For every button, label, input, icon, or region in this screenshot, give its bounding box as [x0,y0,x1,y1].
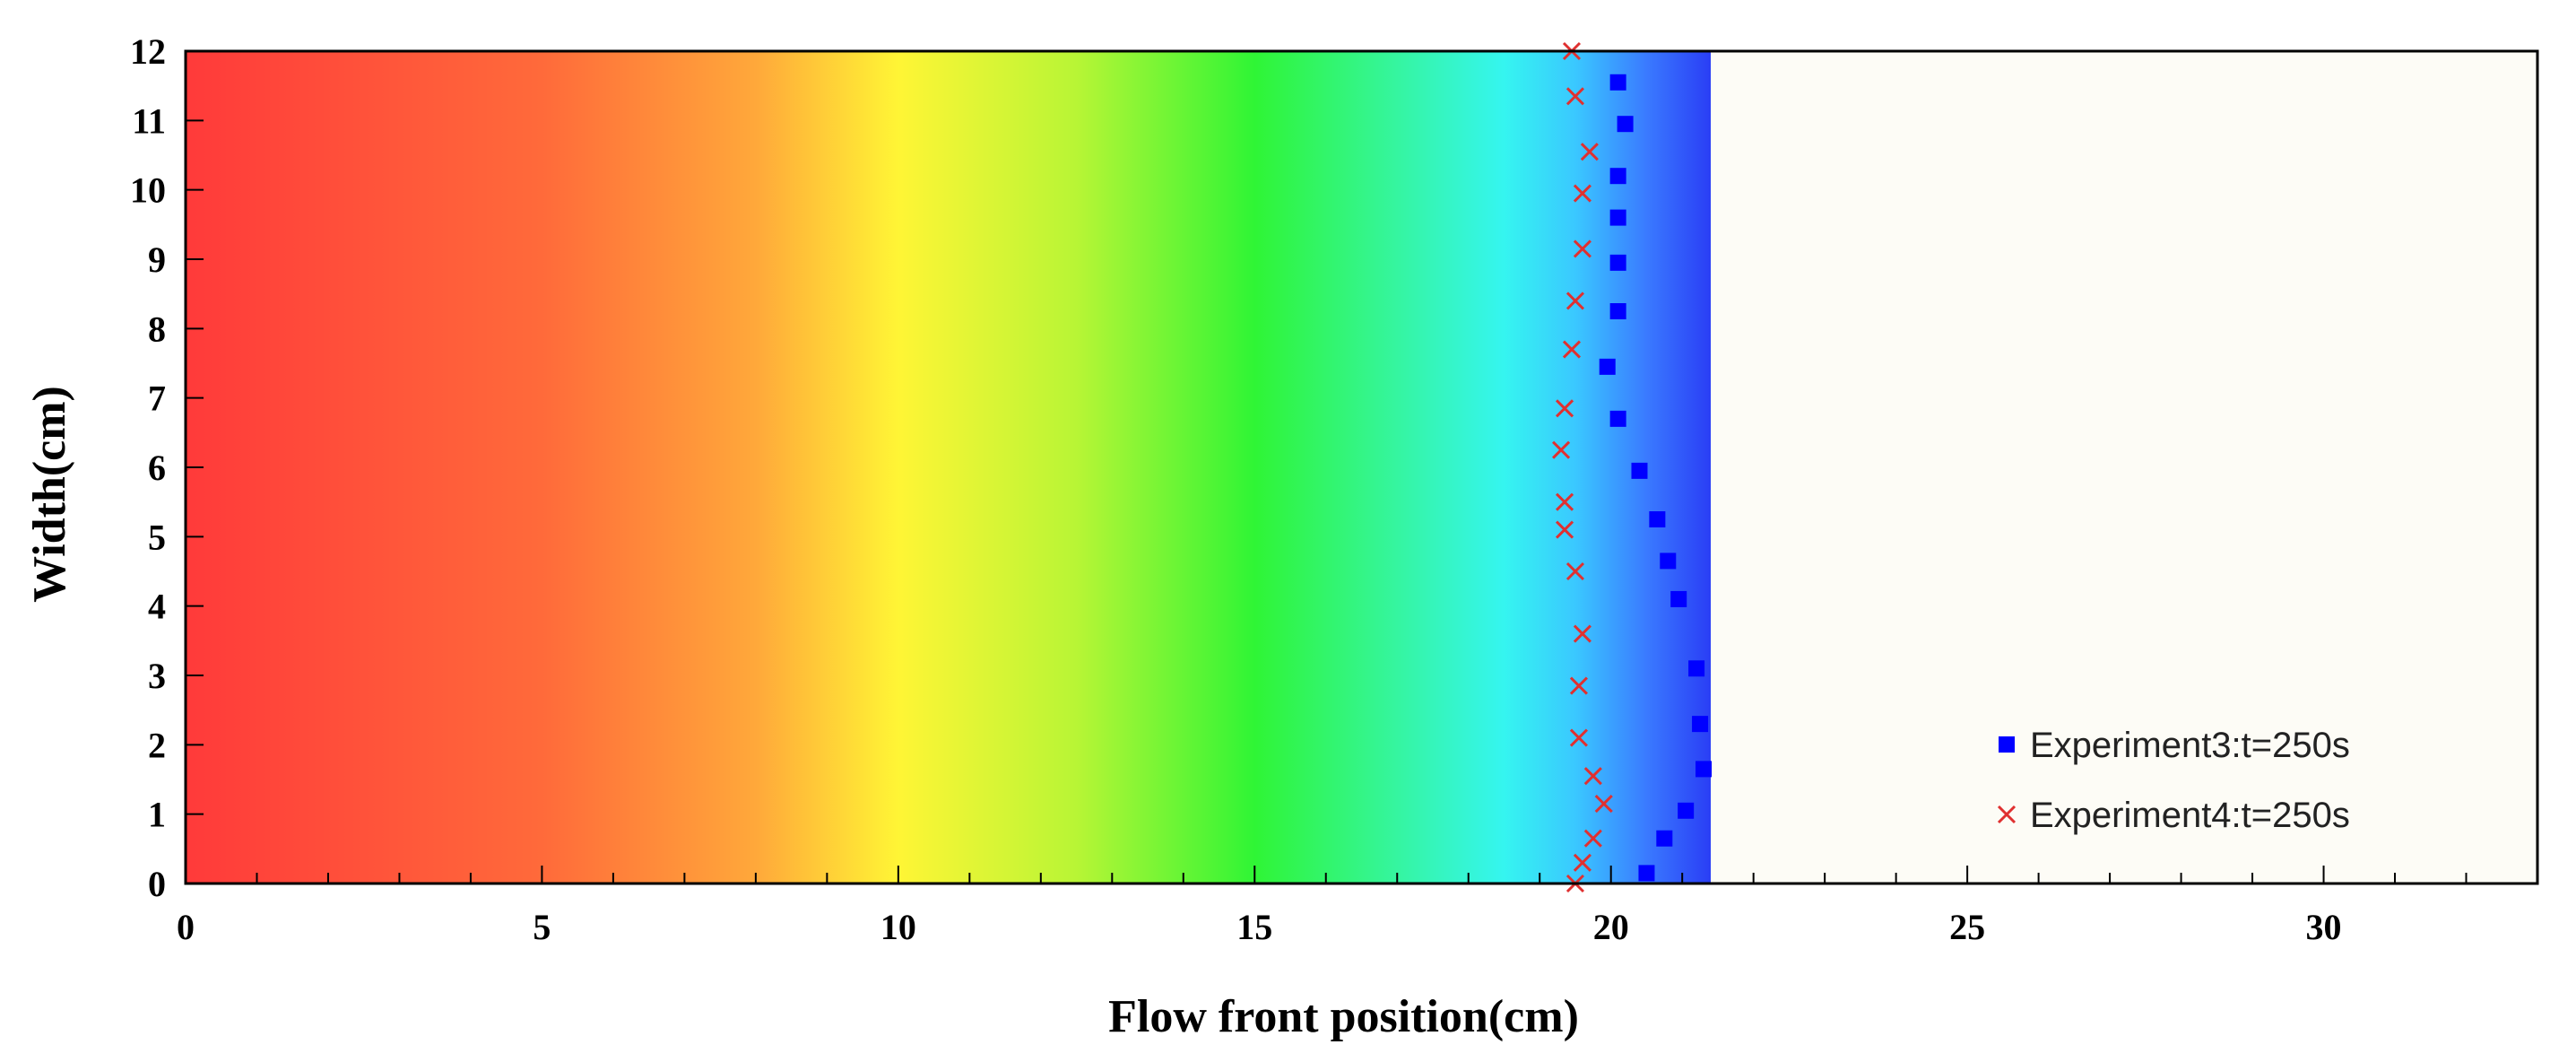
experiment4-point [1566,561,1585,581]
experiment3-point [1678,802,1695,819]
y-tick-label: 9 [148,239,166,280]
x-tick-label: 0 [177,907,195,947]
experiment4-point [1555,399,1574,418]
experiment4-point [1594,795,1613,814]
y-tick-label: 4 [148,587,166,627]
experiment4-point [1569,676,1588,695]
experiment3-point [1688,660,1705,677]
y-tick-label: 7 [148,379,166,419]
experiment3-point [1609,410,1626,427]
experiment4-point [1573,853,1592,872]
experiment4-point [1555,520,1574,539]
x-tick-label: 5 [533,907,551,947]
y-tick-label: 5 [148,517,166,557]
legend-x-marker [1997,805,2017,824]
experiment3-point [1656,830,1673,847]
experiment3-point [1609,254,1626,271]
experiment3-point [1609,168,1626,185]
data-marks [1551,41,1713,893]
y-tick-label: 8 [148,309,166,349]
x-tick-label: 20 [1593,907,1629,947]
experiment4-point [1566,292,1585,310]
experiment3-point [1692,716,1709,733]
experiment4-point [1569,728,1588,747]
legend-label: Experiment4:t=250s [2030,796,2350,835]
experiment3-point [1599,358,1616,375]
experiment4-point [1583,829,1602,848]
experiment4-point [1562,340,1582,359]
experiment4-point [1555,492,1574,511]
y-tick-label: 3 [148,656,166,696]
experiment3-point [1649,511,1666,527]
resin-fill-region [186,51,1711,884]
experiment4-point [1583,767,1602,786]
legend-label: Experiment3:t=250s [2030,726,2350,765]
legend-item: Experiment3:t=250s [1999,726,2350,765]
experiment4-point [1573,239,1592,258]
legend-square-marker [1999,736,2015,753]
experiment4-point [1566,87,1585,106]
y-axis-title: Width(cm) [24,386,75,603]
experiment3-point [1696,761,1713,778]
y-tick-label: 11 [132,100,166,141]
y-tick-label: 2 [148,725,166,765]
y-tick-label: 6 [148,448,166,488]
experiment3-point [1631,462,1648,479]
y-tick-label: 10 [130,170,166,211]
experiment3-point [1638,865,1655,882]
y-tick-label: 0 [148,864,166,904]
experiment3-point [1609,74,1626,91]
experiment3-point [1617,116,1634,133]
x-tick-label: 15 [1236,907,1272,947]
legend-item: Experiment4:t=250s [1997,796,2350,835]
x-tick-label: 25 [1949,907,1985,947]
experiment3-point [1670,590,1687,607]
x-tick-label: 10 [880,907,916,947]
chart-legend: Experiment3:t=250s Experiment4:t=250s [1997,726,2350,835]
experiment3-point [1609,303,1626,319]
experiment4-point [1580,143,1599,161]
experiment4-point [1573,624,1592,643]
experiment3-point [1660,553,1677,570]
y-tick-label: 12 [130,31,166,72]
experiment3-point [1609,209,1626,226]
y-tick-label: 1 [148,795,166,835]
x-axis-title: Flow front position(cm) [1108,991,1579,1042]
x-tick-label: 30 [2306,907,2342,947]
experiment4-point [1573,184,1592,203]
experiment4-point [1551,440,1571,459]
